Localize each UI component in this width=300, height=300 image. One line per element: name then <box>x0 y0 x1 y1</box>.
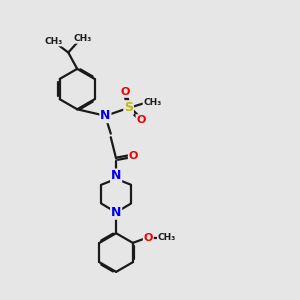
Text: CH₃: CH₃ <box>44 37 62 46</box>
Text: CH₃: CH₃ <box>74 34 92 43</box>
Text: N: N <box>111 169 121 182</box>
Text: O: O <box>120 87 130 97</box>
Text: CH₃: CH₃ <box>143 98 161 106</box>
Text: O: O <box>136 115 146 125</box>
Text: N: N <box>111 206 121 219</box>
Text: O: O <box>144 232 153 242</box>
Text: O: O <box>129 151 138 161</box>
Text: S: S <box>124 101 133 114</box>
Text: CH₃: CH₃ <box>158 233 176 242</box>
Text: N: N <box>100 109 111 122</box>
